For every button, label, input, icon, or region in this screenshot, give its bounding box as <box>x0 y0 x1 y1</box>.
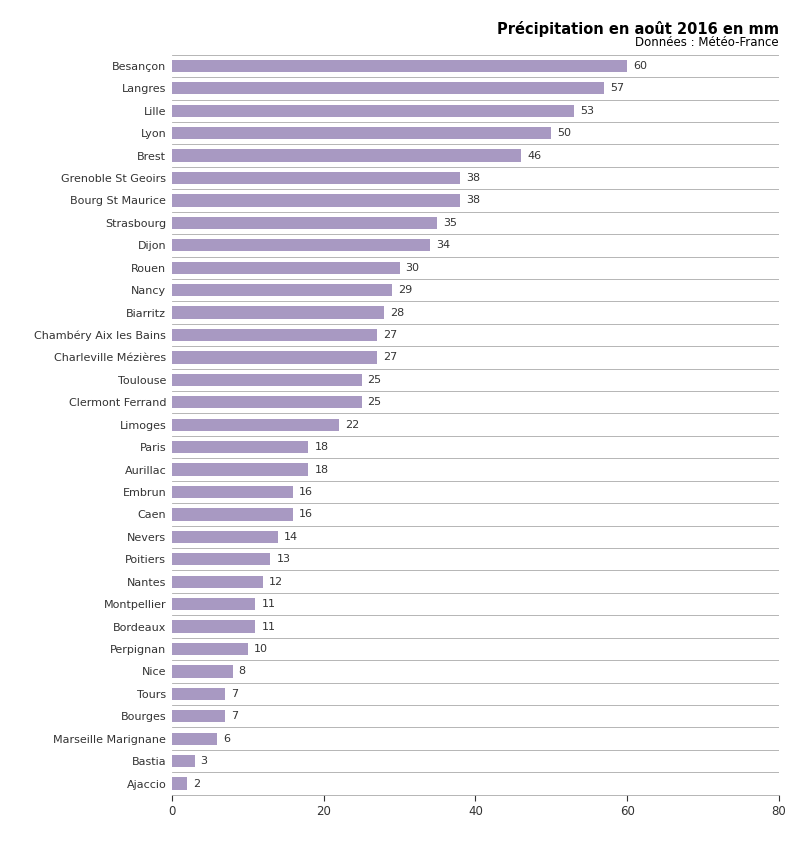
Bar <box>172 486 293 498</box>
Text: Données : Météo-France: Données : Météo-France <box>635 36 779 49</box>
Text: 60: 60 <box>634 61 647 71</box>
Bar <box>172 150 521 161</box>
Text: 46: 46 <box>527 151 541 161</box>
Text: 27: 27 <box>383 352 397 362</box>
Text: 14: 14 <box>284 532 298 542</box>
Bar <box>172 352 377 363</box>
Text: 2: 2 <box>193 779 201 789</box>
Text: 16: 16 <box>300 510 313 520</box>
Bar <box>172 194 460 207</box>
Bar <box>172 217 438 229</box>
Text: 22: 22 <box>345 420 359 430</box>
Text: 50: 50 <box>558 128 571 138</box>
Text: 35: 35 <box>443 218 458 228</box>
Bar <box>172 284 392 296</box>
Text: 11: 11 <box>261 621 276 632</box>
Text: 25: 25 <box>368 397 382 407</box>
Bar <box>172 306 384 319</box>
Text: 28: 28 <box>391 308 404 318</box>
Bar <box>172 82 604 94</box>
Bar <box>172 127 551 140</box>
Bar <box>172 373 361 386</box>
Text: 7: 7 <box>231 689 238 699</box>
Text: 53: 53 <box>580 106 594 116</box>
Bar <box>172 710 225 722</box>
Text: 25: 25 <box>368 375 382 385</box>
Text: Précipitation en août 2016 en mm: Précipitation en août 2016 en mm <box>497 21 779 37</box>
Bar <box>172 60 627 72</box>
Text: 13: 13 <box>276 554 291 564</box>
Bar <box>172 531 278 543</box>
Bar <box>172 733 217 745</box>
Text: 16: 16 <box>300 487 313 497</box>
Bar <box>172 575 263 588</box>
Bar <box>172 262 400 274</box>
Bar <box>172 104 574 117</box>
Bar <box>172 755 195 767</box>
Bar <box>172 777 187 790</box>
Bar <box>172 553 270 565</box>
Text: 38: 38 <box>467 173 480 183</box>
Bar <box>172 508 293 521</box>
Bar <box>172 329 377 341</box>
Text: 6: 6 <box>224 733 230 743</box>
Text: 34: 34 <box>436 241 450 251</box>
Bar <box>172 665 233 678</box>
Text: 7: 7 <box>231 711 238 722</box>
Text: 3: 3 <box>201 756 208 766</box>
Bar <box>172 598 256 611</box>
Bar <box>172 441 308 453</box>
Text: 38: 38 <box>467 195 480 205</box>
Bar <box>172 239 430 251</box>
Bar <box>172 621 256 632</box>
Bar <box>172 463 308 476</box>
Text: 29: 29 <box>398 285 412 295</box>
Text: 18: 18 <box>315 464 328 474</box>
Text: 30: 30 <box>406 262 419 272</box>
Text: 18: 18 <box>315 442 328 452</box>
Bar <box>172 396 361 409</box>
Bar <box>172 419 339 431</box>
Bar <box>172 643 248 655</box>
Text: 57: 57 <box>610 83 625 93</box>
Text: 10: 10 <box>254 644 268 654</box>
Bar <box>172 688 225 700</box>
Text: 12: 12 <box>269 577 283 587</box>
Text: 8: 8 <box>239 666 246 676</box>
Bar <box>172 172 460 184</box>
Text: 11: 11 <box>261 599 276 609</box>
Text: 27: 27 <box>383 330 397 340</box>
